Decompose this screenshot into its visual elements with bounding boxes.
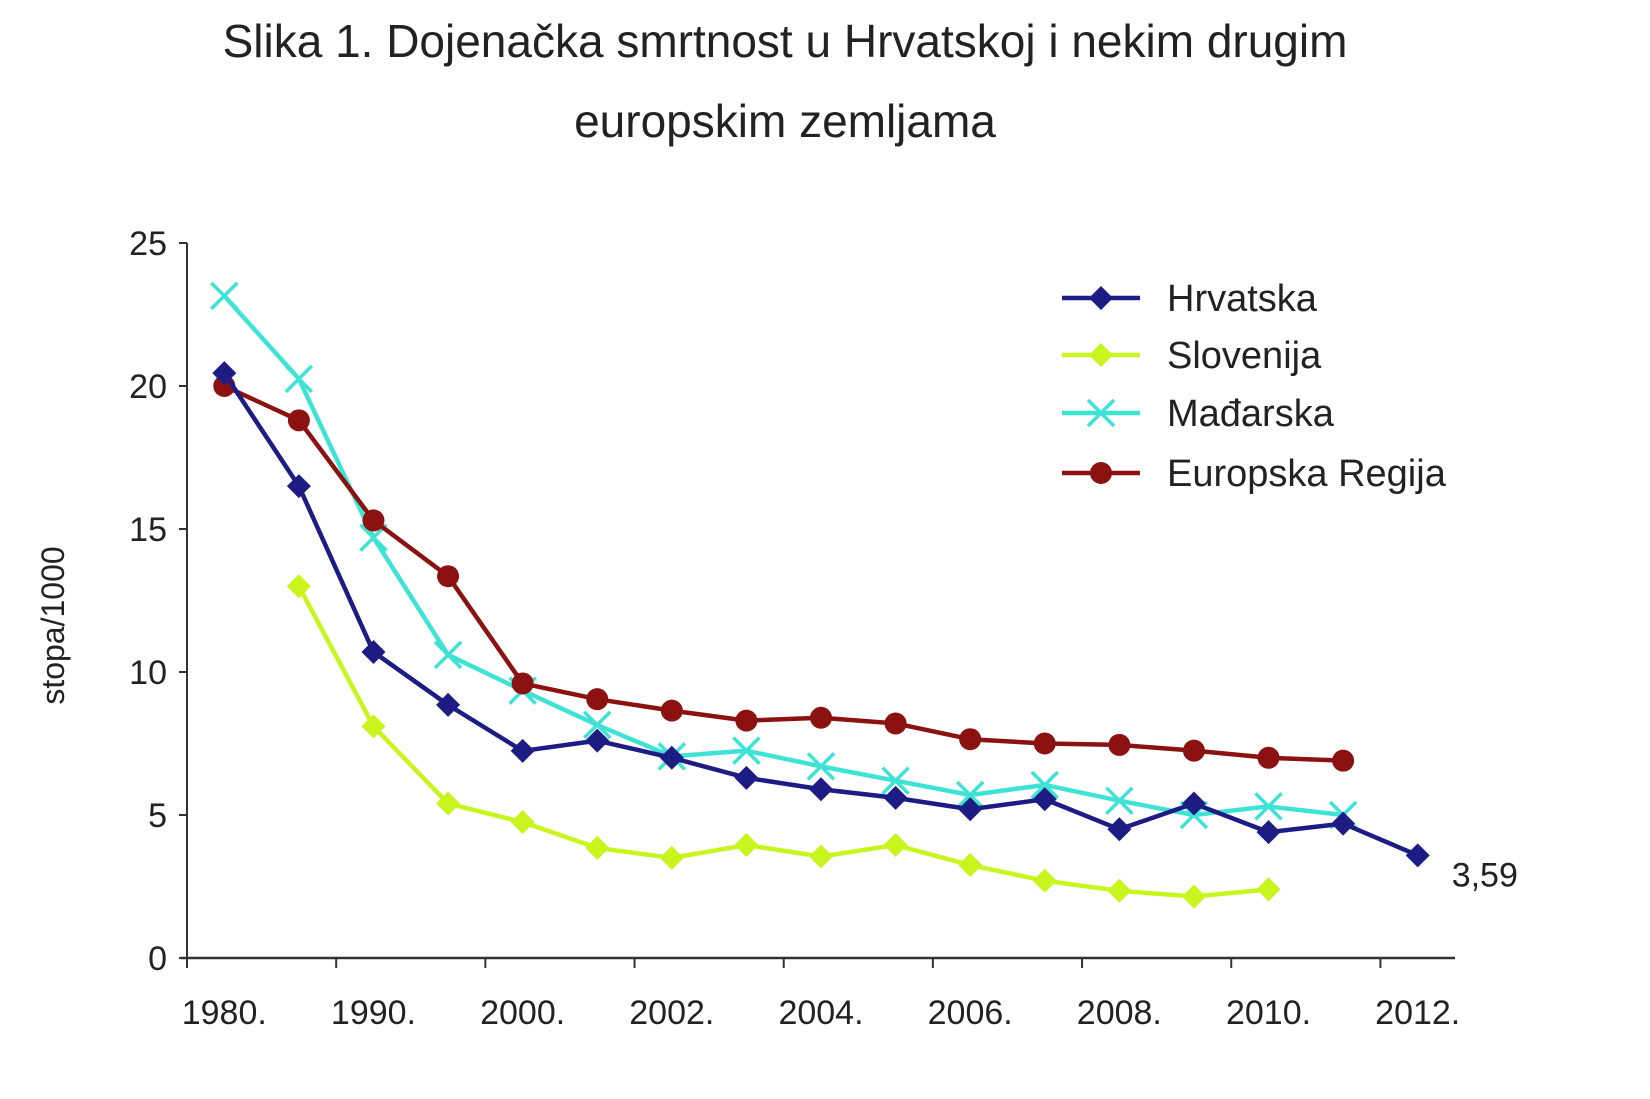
diamond-marker [1256, 877, 1281, 902]
legend-item: Europska Regija [1062, 453, 1447, 495]
series-line [223, 383, 1344, 763]
diamond-marker [436, 692, 461, 717]
x-marker [433, 640, 463, 670]
y-tick-label: 5 [148, 797, 167, 835]
x-marker [1254, 792, 1283, 821]
series-line [296, 585, 1269, 899]
x-tick-label: 2010. [1226, 994, 1311, 1032]
diamond-marker [1181, 884, 1206, 909]
x-marker [1030, 770, 1059, 800]
diamond-marker [958, 853, 983, 878]
circle-marker [1332, 749, 1355, 772]
diamond-marker [734, 833, 759, 858]
x-tick-label: 2002. [629, 994, 714, 1032]
y-axis-label: stopa/1000 [35, 546, 71, 704]
legend-label: Slovenija [1167, 335, 1322, 377]
diamond-marker [1089, 286, 1113, 310]
series-line [222, 294, 1344, 818]
diamond-marker [734, 765, 759, 790]
y-tick-label: 0 [148, 940, 167, 978]
circle-marker [735, 709, 758, 732]
x-marker [1086, 398, 1116, 428]
diamond-marker [809, 844, 833, 869]
diamond-marker [286, 474, 311, 499]
y-tick-label: 10 [129, 654, 167, 692]
x-tick-label: 1980. [182, 994, 267, 1032]
circle-marker [810, 706, 832, 729]
series-slovenija [286, 574, 1281, 909]
circle-marker [884, 712, 907, 735]
diamond-marker [585, 835, 610, 860]
x-marker [582, 710, 612, 740]
circle-marker [287, 409, 310, 432]
diamond-marker [1107, 817, 1132, 842]
circle-marker [1108, 733, 1131, 756]
circle-marker [1182, 739, 1205, 762]
diamond-marker [659, 745, 684, 770]
legend-item: Mađarska [1062, 393, 1335, 435]
chart-title-line-2: europskim zemljama [574, 95, 996, 147]
diamond-marker [286, 574, 311, 599]
diamond-marker [361, 639, 386, 664]
legend: Hrvatska Slovenija Mađarska Europska Regija [1062, 278, 1447, 495]
x-marker [881, 766, 910, 795]
x-tick-label: 2012. [1375, 994, 1460, 1032]
circle-marker [511, 672, 534, 695]
y-tick-label: 15 [129, 511, 167, 549]
x-tick-label: 2000. [480, 994, 565, 1032]
x-marker [1105, 786, 1134, 815]
diamond-marker [1331, 811, 1356, 836]
diamond-marker [212, 361, 237, 386]
legend-label: Europska Regija [1167, 453, 1447, 495]
x-tick-label: 2008. [1077, 994, 1162, 1032]
data-label: 3,59 [1452, 856, 1518, 894]
chart-title-line-1: Slika 1. Dojenačka smrtnost u Hrvatskoj … [222, 15, 1348, 67]
circle-marker [1090, 462, 1112, 484]
circle-marker [959, 728, 982, 751]
diamond-marker [1089, 343, 1113, 367]
x-marker [732, 736, 761, 765]
diamond-marker [958, 797, 983, 822]
circle-marker [660, 699, 683, 722]
diamond-marker [361, 714, 386, 739]
diamond-marker [1032, 868, 1057, 893]
series-hrvatska [212, 361, 1430, 868]
legend-label: Mađarska [1167, 393, 1335, 435]
diamond-marker [585, 728, 610, 753]
x-tick-label: 1990. [331, 994, 416, 1032]
diamond-marker [1256, 820, 1281, 845]
circle-marker [1257, 746, 1280, 769]
diamond-marker [1405, 843, 1430, 868]
diamond-marker [883, 785, 908, 810]
x-marker [955, 780, 985, 810]
legend-label: Hrvatska [1167, 278, 1318, 320]
legend-item: Slovenija [1062, 335, 1322, 377]
x-marker [284, 364, 314, 394]
x-tick-label: 2006. [928, 994, 1013, 1032]
diamond-marker [510, 810, 535, 835]
circle-marker [586, 688, 609, 711]
x-marker [210, 281, 239, 311]
circle-marker [437, 565, 460, 588]
x-marker [806, 752, 836, 781]
diamond-marker [436, 791, 461, 816]
x-tick-label: 2004. [778, 994, 863, 1032]
legend-item: Hrvatska [1062, 278, 1318, 320]
diamond-marker [659, 845, 684, 870]
diamond-marker [809, 777, 833, 802]
diamond-marker [510, 738, 535, 763]
diamond-marker [1032, 787, 1057, 812]
y-tick-label: 25 [129, 225, 167, 263]
series-europska-regija [213, 375, 1355, 772]
circle-marker [362, 509, 385, 532]
diamond-marker [1181, 791, 1206, 816]
diamond-marker [883, 833, 908, 858]
circle-marker [1033, 732, 1056, 755]
y-tick-label: 20 [129, 368, 167, 406]
diamond-marker [1107, 878, 1132, 903]
